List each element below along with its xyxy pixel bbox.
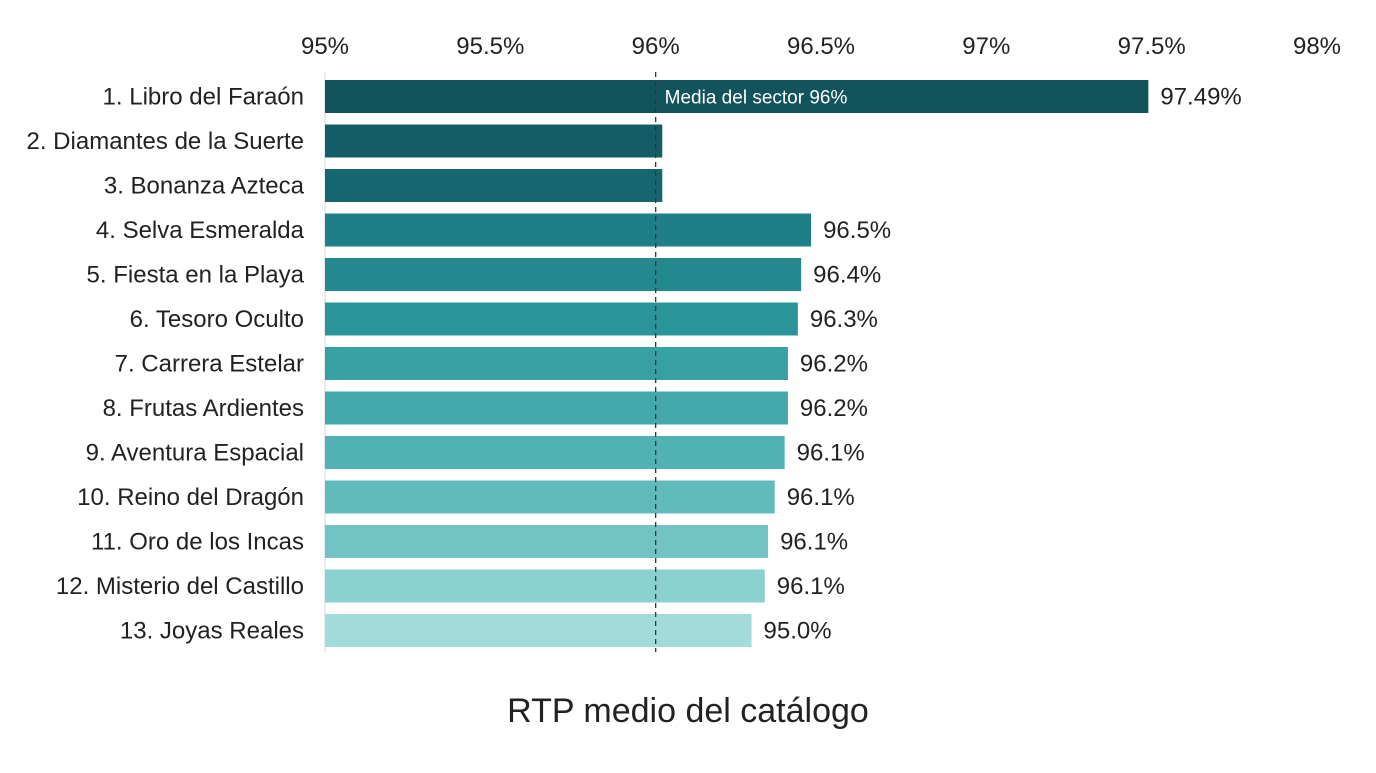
x-tick-label: 97.5%: [1118, 33, 1186, 60]
bar[interactable]: [325, 80, 1149, 113]
category-label: 4. Selva Esmeralda: [96, 217, 305, 244]
data-label: 95.0%: [764, 618, 832, 645]
x-tick-label: 96.5%: [787, 33, 855, 60]
data-label: 96.4%: [813, 262, 881, 289]
category-label: 7. Carrera Estelar: [115, 351, 304, 378]
data-label: 96.1%: [797, 440, 865, 467]
x-tick-label: 95%: [301, 33, 349, 60]
category-label: 12. Misterio del Castillo: [56, 573, 304, 600]
bar[interactable]: [325, 213, 812, 247]
category-label: 2. Diamantes de la Suerte: [27, 128, 305, 155]
category-label: 8. Frutas Ardientes: [103, 395, 304, 422]
bar[interactable]: [325, 391, 788, 425]
category-label: 13. Joyas Reales: [120, 618, 304, 645]
data-label: 97.49%: [1160, 84, 1241, 111]
category-label: 3. Bonanza Azteca: [104, 173, 305, 200]
data-label: 96.2%: [800, 351, 868, 378]
bar[interactable]: [325, 258, 802, 291]
data-label: 96.5%: [823, 217, 891, 244]
category-label: 5. Fiesta en la Playa: [87, 262, 305, 289]
bar[interactable]: [325, 124, 663, 158]
data-label: 96.1%: [780, 529, 848, 556]
category-label: 6. Tesoro Oculto: [130, 306, 304, 333]
bar[interactable]: [325, 614, 752, 647]
category-label: 9. Aventura Espacial: [86, 440, 304, 467]
category-label: 11. Oro de los Incas: [91, 529, 304, 556]
category-label: 1. Libro del Faraón: [103, 84, 304, 111]
bar[interactable]: [325, 480, 775, 514]
x-axis-title: RTP medio del catálogo: [507, 692, 869, 730]
bar[interactable]: [325, 347, 788, 380]
data-label: 96.3%: [810, 306, 878, 333]
data-label: 96.2%: [800, 395, 868, 422]
bar[interactable]: [325, 525, 769, 558]
reference-line-label: Media del sector 96%: [665, 88, 848, 109]
bar[interactable]: [325, 569, 765, 603]
category-label: 10. Reino del Dragón: [77, 484, 304, 511]
bar[interactable]: [325, 169, 663, 202]
bar[interactable]: [325, 302, 798, 336]
bar[interactable]: [325, 436, 785, 469]
x-tick-label: 98%: [1293, 33, 1341, 60]
data-label: 96.1%: [777, 573, 845, 600]
x-tick-label: 96%: [632, 33, 680, 60]
data-label: 96.1%: [787, 484, 855, 511]
x-tick-label: 97%: [962, 33, 1010, 60]
x-tick-label: 95.5%: [456, 33, 524, 60]
